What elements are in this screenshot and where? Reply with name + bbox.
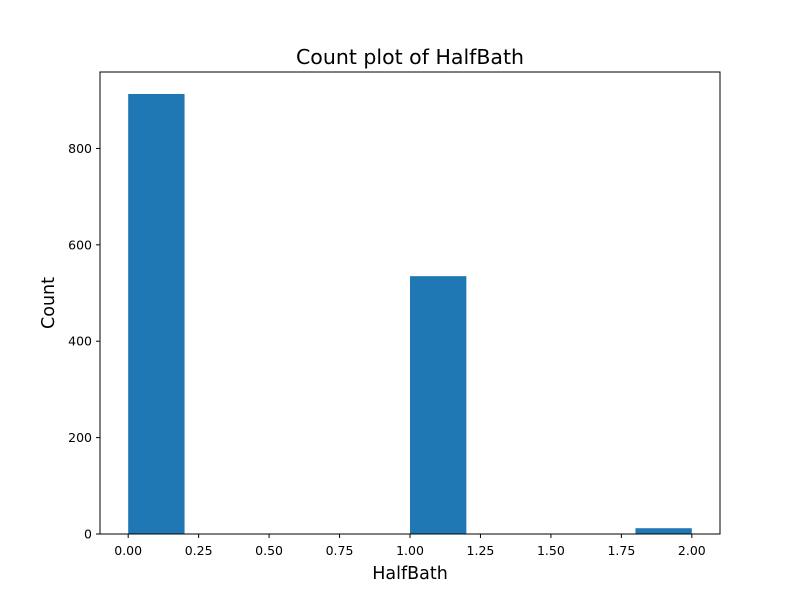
bar-bin-0 xyxy=(128,94,185,534)
x-tick-label: 1.50 xyxy=(537,543,565,558)
x-tick-label: 0.75 xyxy=(326,543,354,558)
y-tick-label: 800 xyxy=(68,141,92,156)
y-tick-label: 200 xyxy=(68,430,92,445)
y-tick-label: 0 xyxy=(84,527,92,542)
x-tick-label: 1.25 xyxy=(467,543,495,558)
chart-title: Count plot of HalfBath xyxy=(296,45,524,69)
x-tick-label: 1.00 xyxy=(396,543,424,558)
x-tick-label: 0.25 xyxy=(185,543,213,558)
y-tick-label: 400 xyxy=(68,334,92,349)
y-axis: 0 200 400 600 800 xyxy=(68,141,100,542)
bar-bin-9 xyxy=(635,528,692,534)
x-tick-label: 0.50 xyxy=(255,543,283,558)
x-tick-label: 1.75 xyxy=(607,543,635,558)
bars-group xyxy=(128,94,692,534)
bar-bin-5 xyxy=(410,276,467,534)
y-tick-label: 600 xyxy=(68,237,92,252)
x-axis: 0.00 0.25 0.50 0.75 1.00 1.25 1.50 1.75 2.00 xyxy=(114,534,706,558)
x-tick-label: 0.00 xyxy=(114,543,142,558)
x-tick-label: 2.00 xyxy=(678,543,706,558)
x-axis-label: HalfBath xyxy=(372,564,448,584)
y-axis-label: Count xyxy=(39,277,59,329)
